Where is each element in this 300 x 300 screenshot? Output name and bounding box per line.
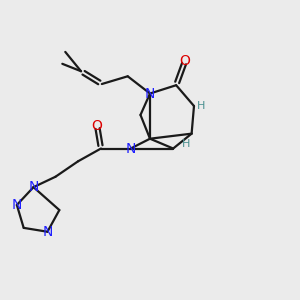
- Text: H: H: [197, 101, 205, 111]
- Text: N: N: [28, 180, 39, 194]
- Text: N: N: [125, 142, 136, 155]
- Text: H: H: [182, 139, 190, 149]
- Text: O: O: [180, 54, 190, 68]
- Text: N: N: [145, 86, 155, 100]
- Text: N: N: [12, 198, 22, 212]
- Text: N: N: [42, 225, 52, 239]
- Text: O: O: [92, 118, 103, 133]
